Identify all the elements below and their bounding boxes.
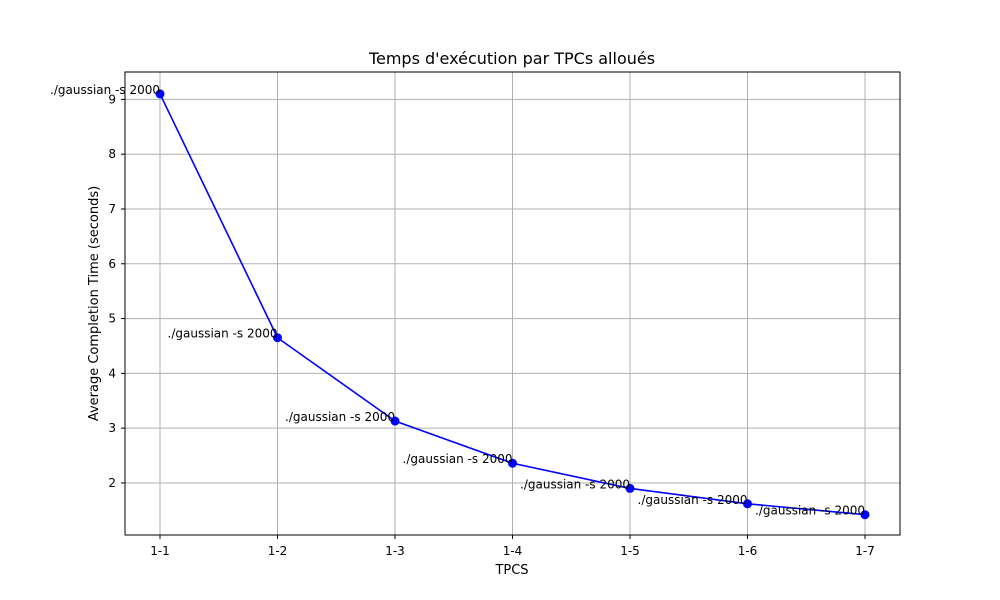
series bbox=[155, 89, 870, 520]
data-point bbox=[743, 499, 752, 509]
x-tick-label: 1-1 bbox=[150, 544, 170, 558]
y-tick-label: 8 bbox=[108, 147, 116, 161]
annotations: ./gaussian -s 2000 ./gaussian -s 2000 ./ga… bbox=[50, 83, 865, 518]
point-annotation: ./gaussian -s 2000 bbox=[520, 477, 630, 491]
data-point bbox=[155, 89, 165, 99]
data-point bbox=[860, 510, 870, 520]
x-tick-label: 1-3 bbox=[385, 544, 405, 558]
point-annotation: ./gaussian -s 2000 bbox=[285, 410, 395, 424]
chart-title: Temps d'exécution par TPCs alloués bbox=[368, 49, 655, 68]
x-ticks: 1-1 1-2 1-3 1-4 1-5 1-6 1-7 bbox=[150, 535, 875, 558]
data-point bbox=[273, 333, 282, 343]
x-tick-label: 1-2 bbox=[268, 544, 288, 558]
data-point bbox=[390, 416, 400, 426]
data-point bbox=[508, 458, 517, 468]
y-tick-label: 4 bbox=[108, 366, 116, 380]
x-tick-label: 1-6 bbox=[738, 544, 758, 558]
y-axis-label: Average Completion Time (seconds) bbox=[87, 186, 102, 421]
data-point bbox=[625, 483, 635, 493]
x-tick-label: 1-7 bbox=[855, 544, 875, 558]
x-tick-label: 1-5 bbox=[620, 544, 640, 558]
point-annotation: ./gaussian -s 2000 bbox=[755, 504, 865, 518]
y-ticks: 2 3 4 5 6 7 8 9 bbox=[108, 92, 125, 490]
y-tick-label: 7 bbox=[108, 202, 116, 216]
point-annotation: ./gaussian -s 2000 bbox=[638, 493, 748, 507]
y-tick-label: 5 bbox=[108, 312, 116, 326]
y-tick-label: 9 bbox=[108, 92, 116, 106]
y-tick-label: 3 bbox=[108, 421, 116, 435]
y-tick-label: 2 bbox=[108, 476, 116, 490]
point-annotation: ./gaussian -s 2000 bbox=[168, 327, 278, 341]
x-tick-label: 1-4 bbox=[503, 544, 523, 558]
grid bbox=[125, 72, 900, 535]
x-axis-label: TPCS bbox=[494, 563, 528, 578]
point-annotation: ./gaussian -s 2000 bbox=[50, 83, 160, 97]
point-annotation: ./gaussian -s 2000 bbox=[403, 452, 513, 466]
y-tick-label: 6 bbox=[108, 257, 116, 271]
